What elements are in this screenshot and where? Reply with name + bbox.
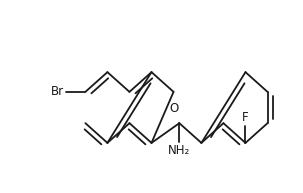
Text: Br: Br <box>52 85 65 98</box>
Text: O: O <box>169 102 178 115</box>
Text: F: F <box>242 111 249 124</box>
Text: NH₂: NH₂ <box>168 144 191 157</box>
